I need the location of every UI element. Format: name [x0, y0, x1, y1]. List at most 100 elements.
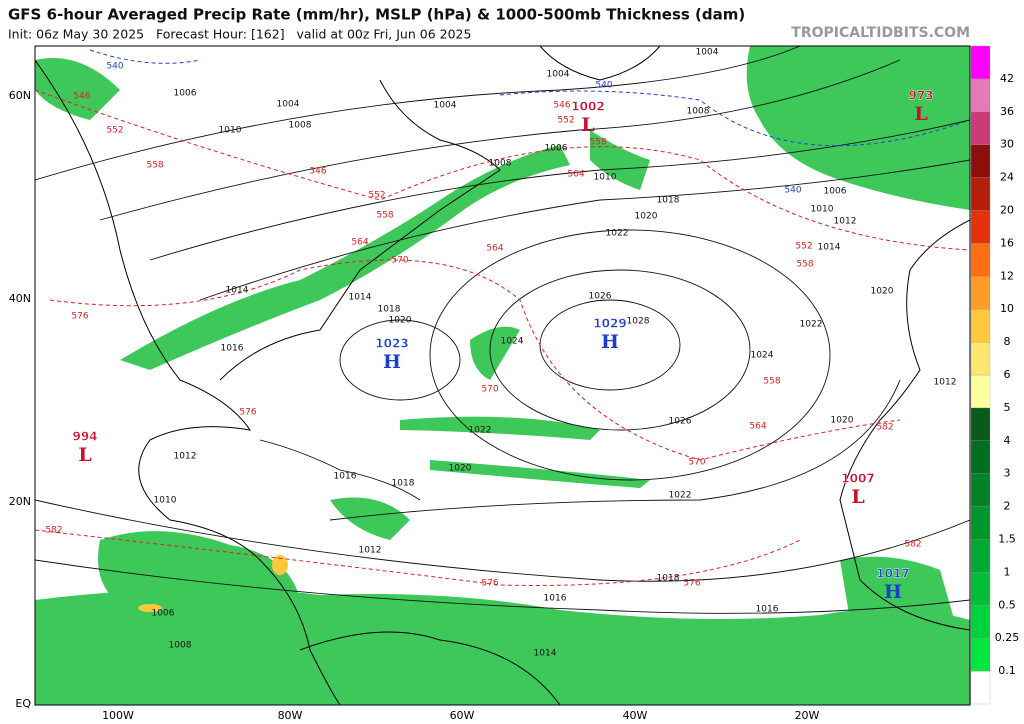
- colorbar-swatch: [970, 670, 991, 705]
- thickness-line: [35, 89, 970, 586]
- thickness-label: 558: [376, 211, 393, 221]
- isobar-label: 1026: [669, 417, 692, 427]
- thickness-label: 564: [749, 422, 766, 432]
- colorbar-label: 1.5: [998, 533, 1016, 546]
- thickness-label: 552: [795, 242, 812, 252]
- thickness-label: 546: [73, 92, 90, 102]
- map-border: [34, 45, 971, 706]
- isobar-label: 1012: [934, 378, 957, 388]
- isobar-label: 1022: [669, 491, 692, 501]
- isobar-label: 1006: [152, 609, 175, 619]
- thickness-label: 582: [876, 423, 893, 433]
- isobar-label: 1014: [818, 243, 841, 253]
- thickness-label: 558: [763, 377, 780, 387]
- center-value: 1017: [876, 567, 909, 581]
- thickness-label: 552: [368, 191, 385, 201]
- cold-thickness-label: 540: [106, 62, 123, 72]
- colorbar-label: 3: [1004, 467, 1011, 480]
- colorbar-swatch: [970, 473, 991, 507]
- colorbar-swatch: [970, 243, 991, 277]
- isobar-label: 1008: [489, 159, 512, 169]
- colorbar-label: 12: [1000, 269, 1014, 282]
- colorbar-swatch: [970, 638, 991, 672]
- isobar-label: 1008: [289, 121, 312, 131]
- colorbar-label: 1: [1004, 565, 1011, 578]
- thickness-label: 552: [557, 116, 574, 126]
- isobar-label: 1018: [657, 196, 680, 206]
- isobar-label: 1006: [174, 89, 197, 99]
- colorbar-swatch: [970, 374, 991, 409]
- colorbar-swatch: [970, 111, 991, 145]
- isobar-label: 1014: [534, 649, 557, 659]
- lat-label: 40N: [9, 292, 31, 305]
- colorbar-label: 4: [1004, 434, 1011, 447]
- colorbar-swatch: [970, 605, 991, 639]
- colorbar-label: 36: [1000, 105, 1014, 118]
- colorbar-swatch: [970, 276, 991, 310]
- colorbar-swatch: [970, 309, 991, 343]
- colorbar-label: 0.25: [995, 631, 1020, 644]
- isobar-label: 1004: [547, 70, 570, 80]
- isobar-label: 1008: [169, 641, 192, 651]
- lon-label: 100W: [102, 709, 134, 722]
- isobar-label: 1024: [751, 351, 774, 361]
- isobar-label: 1028: [627, 317, 650, 327]
- isobar-label: 1012: [359, 546, 382, 556]
- isobar-label: 1024: [501, 337, 524, 347]
- isobar-label: 1022: [606, 229, 629, 239]
- thickness-label: 570: [688, 458, 705, 468]
- isobar-label: 1006: [545, 144, 568, 154]
- isobar-label: 1012: [174, 452, 197, 462]
- isobar-label: 1010: [811, 205, 834, 215]
- center-letter: L: [914, 103, 927, 125]
- precip-heavy: [138, 555, 288, 612]
- colorbar-label: 5: [1004, 401, 1011, 414]
- center-value: 1029: [593, 317, 626, 331]
- colorbar-swatch: [970, 407, 991, 441]
- thickness-label: 576: [683, 579, 700, 589]
- colorbar-label: 16: [1000, 236, 1014, 249]
- isobar-label: 1016: [334, 472, 357, 482]
- thickness-label: 558: [589, 138, 606, 148]
- center-letter: H: [884, 581, 902, 603]
- thickness-label: 576: [239, 408, 256, 418]
- colorbar-swatch: [970, 341, 991, 376]
- thickness-label: 558: [796, 260, 813, 270]
- cold-thickness-line: [89, 49, 970, 147]
- colorbar-swatch: [970, 506, 991, 540]
- lon-label: 60W: [450, 709, 475, 722]
- lon-label: 40W: [623, 709, 648, 722]
- colorbar-swatch: [970, 539, 991, 573]
- isobar-label: 1004: [277, 100, 300, 110]
- isobar-label: 1020: [871, 287, 894, 297]
- center-value: 973: [908, 89, 933, 103]
- subtitle: Init: 06z May 30 2025 Forecast Hour: [16…: [8, 27, 471, 42]
- thickness-label: 558: [146, 161, 163, 171]
- thickness-label: 570: [481, 385, 498, 395]
- colorbar-label: 42: [1000, 72, 1014, 85]
- thickness-label: 564: [567, 170, 584, 180]
- center-letter: H: [601, 331, 619, 353]
- lon-label: 80W: [278, 709, 303, 722]
- site-label: TROPICALTIDBITS.COM: [791, 25, 970, 41]
- isobar-label: 1016: [756, 605, 779, 615]
- lat-label: 60N: [9, 89, 31, 102]
- thickness-label: 582: [45, 526, 62, 536]
- colorbar-label: 0.1: [998, 664, 1016, 677]
- title: GFS 6-hour Averaged Precip Rate (mm/hr),…: [8, 6, 745, 24]
- isobar-label: 1012: [834, 217, 857, 227]
- isobar-label: 1016: [544, 594, 567, 604]
- coastline: [35, 46, 970, 705]
- colorbar-swatch: [970, 210, 991, 244]
- thickness-label: 552: [106, 126, 123, 136]
- thickness-label: 546: [553, 101, 570, 111]
- colorbar-label: 0.5: [998, 598, 1016, 611]
- center-value: 1023: [375, 337, 408, 351]
- colorbar-swatch: [970, 572, 991, 606]
- isobar-label: 1016: [221, 344, 244, 354]
- isobar-label: 1022: [800, 320, 823, 330]
- isobar: [35, 46, 970, 614]
- thickness-label: 564: [351, 238, 368, 248]
- isobar-label: 1004: [696, 48, 719, 58]
- colorbar-label: 30: [1000, 138, 1014, 151]
